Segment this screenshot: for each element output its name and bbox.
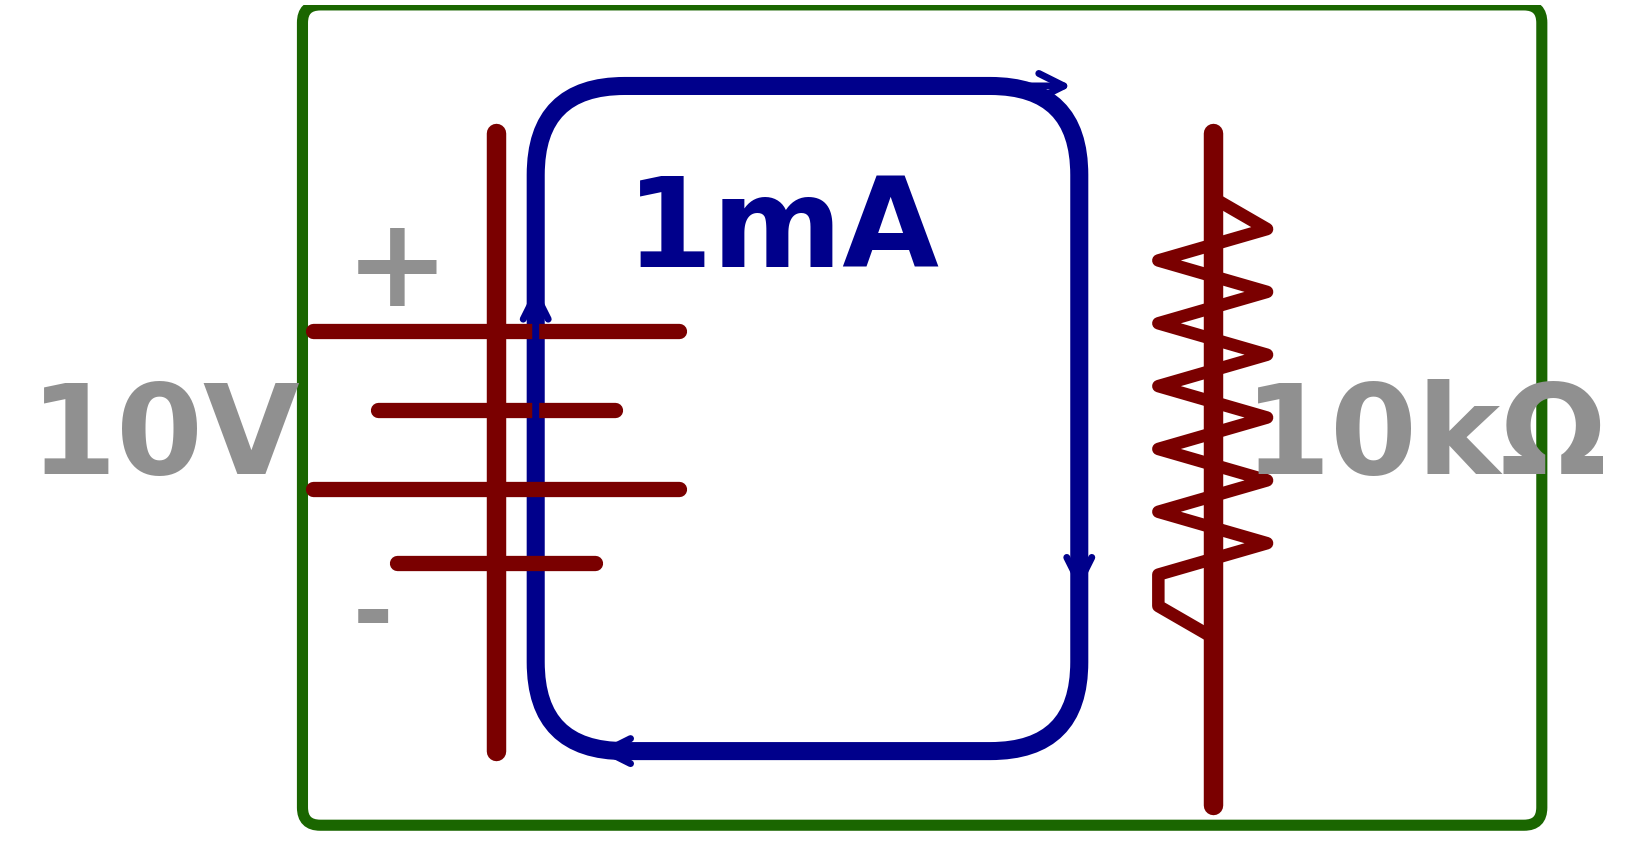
Text: -: - bbox=[352, 571, 393, 664]
Text: 10kΩ: 10kΩ bbox=[1243, 379, 1606, 500]
Text: +: + bbox=[345, 211, 449, 333]
Text: 10V: 10V bbox=[30, 379, 300, 500]
Text: 1mA: 1mA bbox=[626, 172, 939, 293]
